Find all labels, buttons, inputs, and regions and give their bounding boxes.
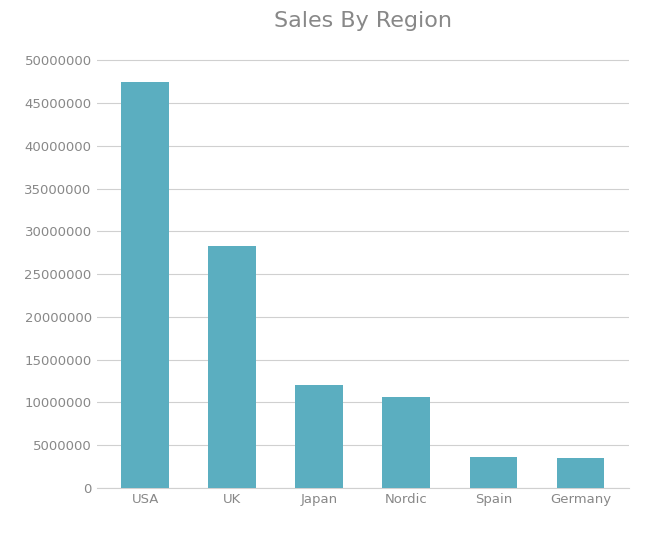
Bar [121,82,169,488]
Bar [470,457,517,488]
Bar [295,385,343,488]
Bar [382,397,430,488]
Title: Sales By Region: Sales By Region [274,11,452,31]
Bar [209,246,256,488]
Bar [557,458,605,488]
